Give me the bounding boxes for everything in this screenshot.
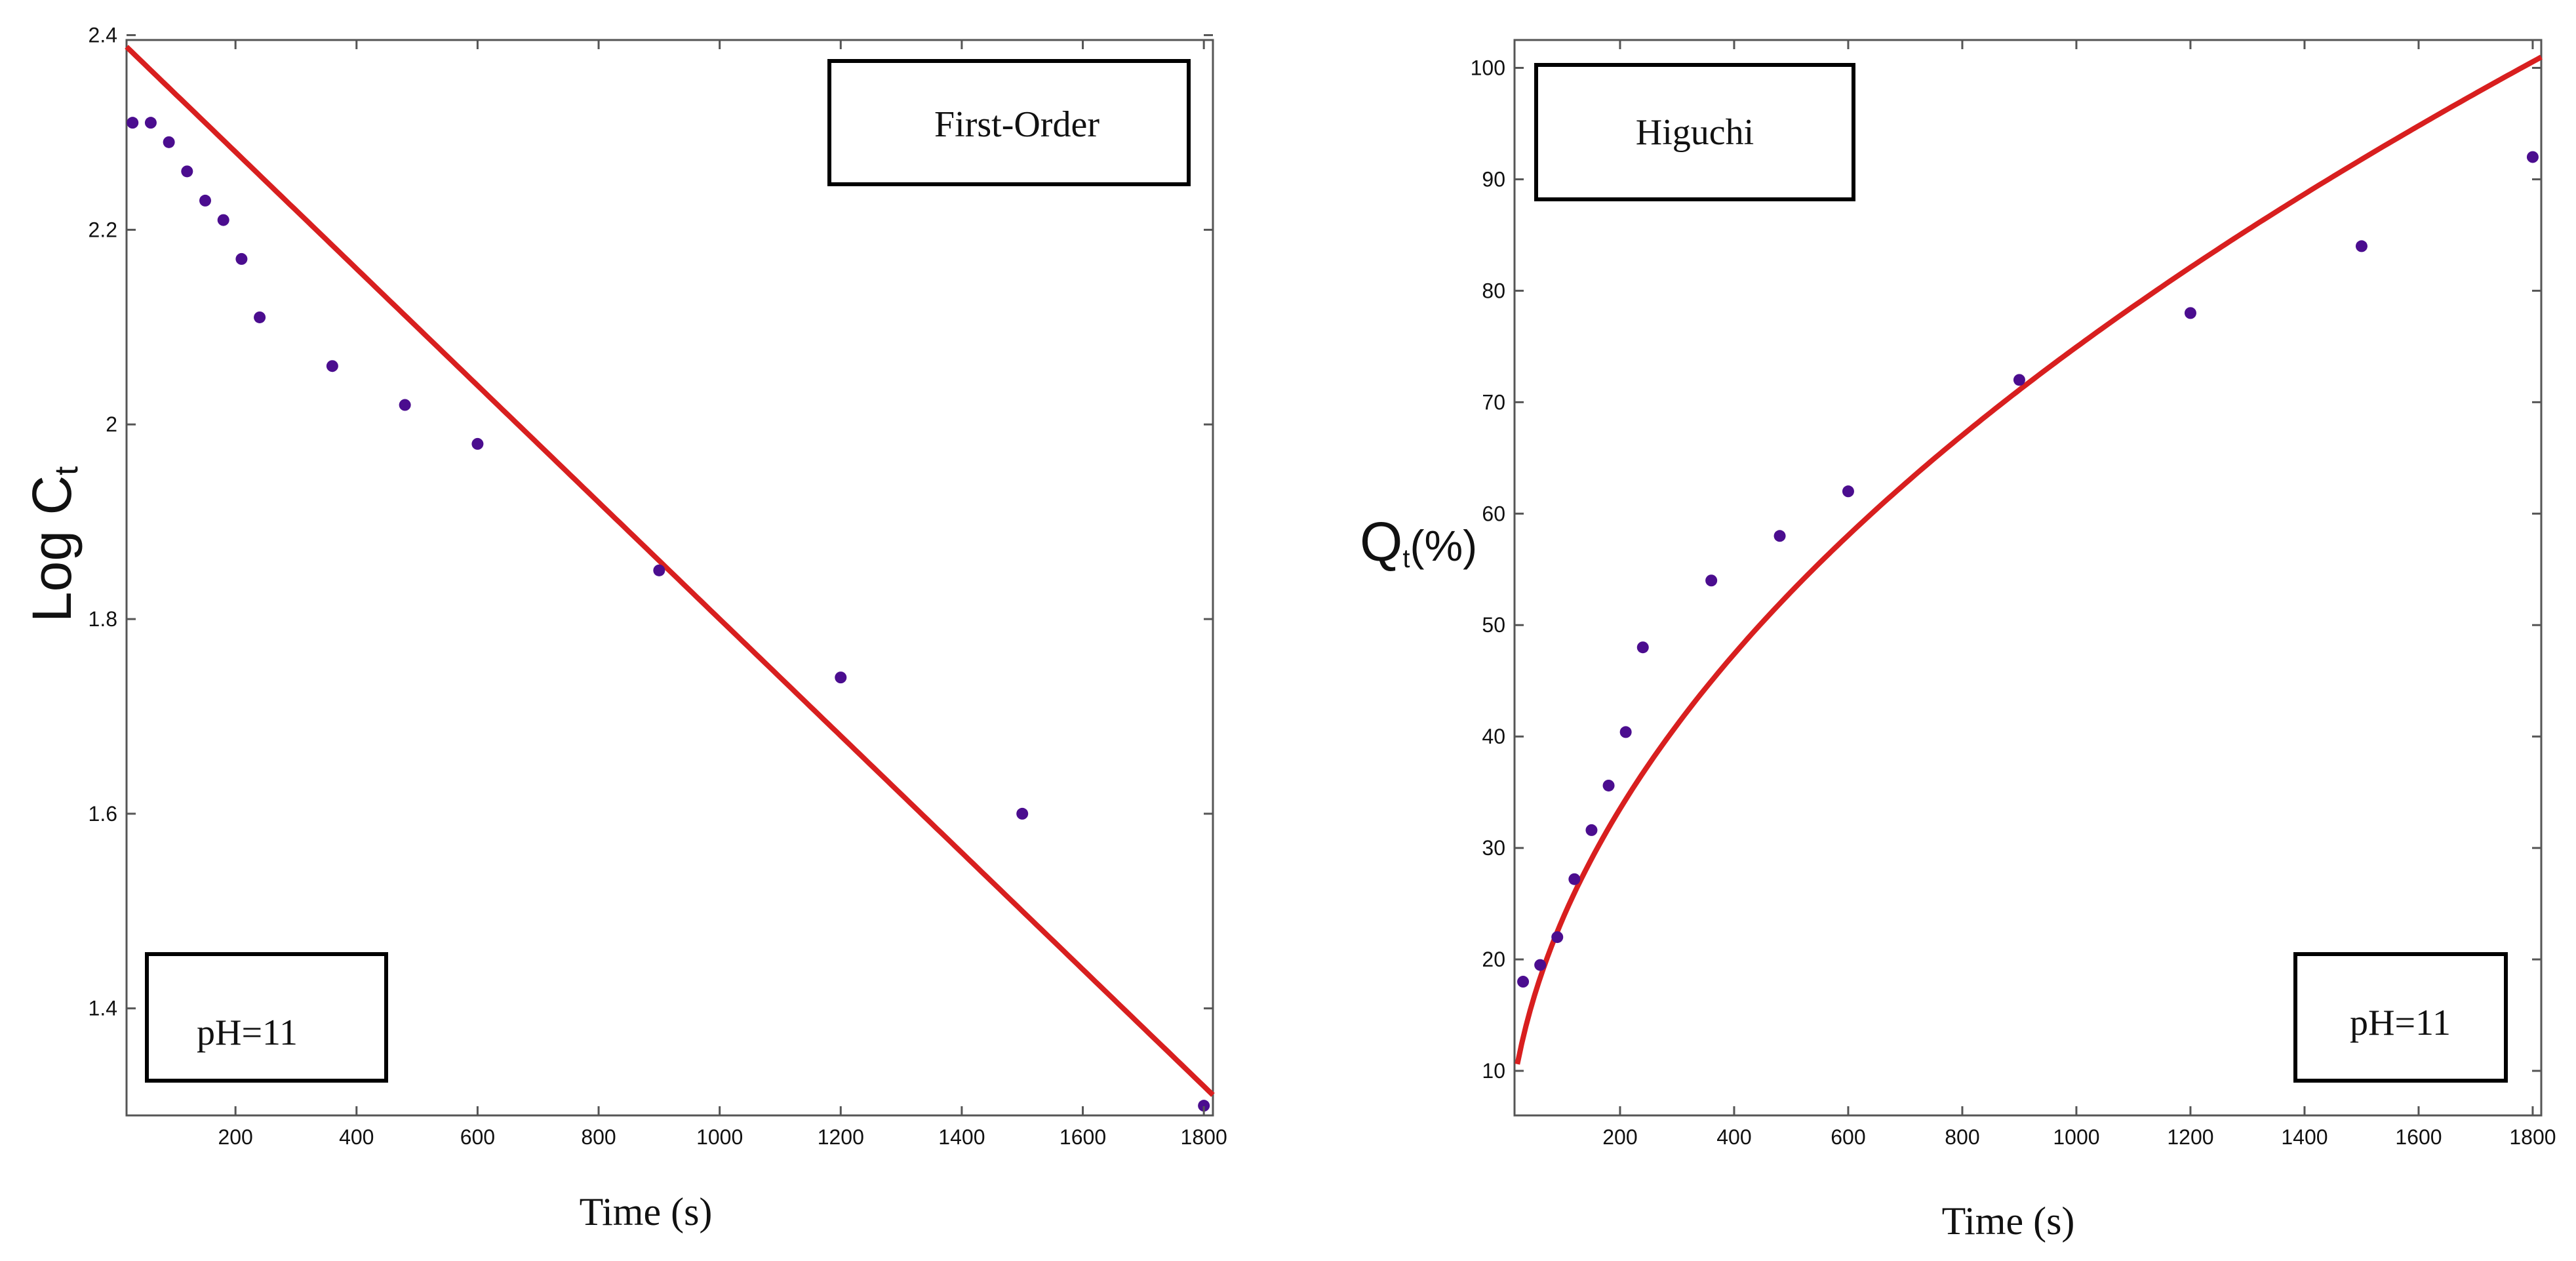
right-y-tick-label: 80 (1482, 279, 1505, 302)
left-model-label: First-Order (934, 104, 1100, 145)
left-y-axis-title: Log Ct (21, 466, 85, 622)
right-data-point (1517, 976, 1530, 988)
left-fit-curve (125, 45, 1215, 1097)
left-data-point (163, 136, 175, 148)
right-x-ticks: 200 400 600 800 1000 1200 1400 1600 1800 (1602, 40, 2556, 1149)
right-y-tick-label: 50 (1482, 613, 1505, 637)
right-x-tick-label: 200 (1602, 1125, 1637, 1149)
right-plot-frame (1513, 39, 2543, 1117)
left-x-tick-label: 1600 (1060, 1125, 1106, 1149)
right-data-point (1636, 641, 1649, 654)
right-y-tick-label: 60 (1482, 502, 1505, 525)
left-y-axis-title-subscript: t (48, 466, 85, 475)
left-data-point (181, 165, 193, 178)
right-data-point (1705, 574, 1718, 587)
right-condition-label: pH=11 (2350, 1003, 2451, 1043)
left-y-tick-label: 2.2 (89, 218, 117, 241)
left-y-tick-label: 2.4 (89, 24, 117, 47)
left-condition-box (145, 952, 388, 1083)
left-data-point (835, 671, 847, 684)
left-points-layer (127, 117, 1210, 1112)
right-y-tick-label: 40 (1482, 725, 1505, 748)
right-x-tick-label: 1400 (2281, 1125, 2328, 1149)
left-plot-frame (125, 39, 1214, 1117)
right-y-tick-label: 70 (1482, 390, 1505, 414)
right-y-tick-label: 20 (1482, 948, 1505, 971)
right-data-point (1534, 959, 1547, 971)
left-x-tick-label: 1200 (818, 1125, 864, 1149)
right-data-point (2013, 374, 2025, 386)
right-data-point (1773, 530, 1786, 542)
right-model-label: Higuchi (1636, 112, 1754, 153)
left-y-tick-label: 1.6 (89, 802, 117, 826)
right-x-axis-title: Time (s) (1942, 1199, 2075, 1243)
right-y-tick-label: 30 (1482, 836, 1505, 860)
left-data-point (235, 252, 248, 265)
right-y-axis-title: Qt(%) (1360, 511, 1477, 573)
right-data-point (1568, 873, 1581, 885)
left-data-point (471, 437, 484, 450)
left-y-axis-title-main: Log C (21, 475, 83, 622)
right-data-point (1551, 931, 1564, 944)
right-y-axis-title-unit: (%) (1410, 521, 1477, 570)
right-data-point (2526, 151, 2539, 163)
right-y-tick-label: 100 (1471, 56, 1505, 79)
left-data-point (217, 214, 229, 226)
left-data-point (199, 194, 212, 207)
left-condition-label: pH=11 (197, 1012, 298, 1053)
right-points-layer (1517, 151, 2539, 988)
left-data-point (399, 399, 411, 411)
right-model-label-box (1534, 63, 1855, 201)
right-data-point (1619, 726, 1632, 738)
right-x-tick-label: 1000 (2053, 1125, 2099, 1149)
left-x-tick-label: 200 (218, 1125, 252, 1149)
left-y-tick-label: 1.4 (89, 997, 117, 1020)
left-x-tick-label: 1400 (938, 1125, 985, 1149)
left-y-tick-label: 1.8 (89, 607, 117, 631)
left-x-tick-label: 400 (339, 1125, 374, 1149)
left-x-tick-label: 1800 (1181, 1125, 1227, 1149)
left-y-tick-label: 2 (106, 412, 117, 436)
right-data-point (1585, 824, 1598, 836)
right-fit-layer (1515, 54, 2543, 1065)
first-order-panel: 200 400 600 800 1000 1200 1400 1600 1800 1.41.61… (21, 24, 1227, 1233)
higuchi-panel: 200 400 600 800 1000 1200 1400 1600 1800 10 20 30 4… (1360, 39, 2556, 1243)
right-x-tick-label: 800 (1945, 1125, 1979, 1149)
right-y-axis-title-subscript: t (1402, 544, 1410, 573)
right-data-point (1842, 485, 1854, 498)
right-data-point (2184, 307, 2196, 319)
right-data-point (1602, 779, 1615, 791)
left-x-axis-title: Time (s) (580, 1190, 713, 1233)
left-model-label-box (827, 59, 1191, 186)
left-data-point (653, 564, 665, 576)
left-data-point (254, 311, 266, 323)
right-y-ticks: 10 20 30 40 50 60 70 80 90 100 (1471, 56, 2541, 1083)
right-x-tick-label: 1600 (2395, 1125, 2442, 1149)
left-data-point (127, 117, 139, 129)
left-fit-layer (125, 45, 1215, 1097)
right-condition-box (2293, 952, 2508, 1083)
left-data-point (144, 117, 157, 129)
right-data-point (2355, 240, 2368, 252)
left-data-point (1198, 1100, 1210, 1112)
left-data-point (1016, 807, 1029, 820)
left-x-tick-label: 800 (581, 1125, 616, 1149)
right-y-tick-label: 90 (1482, 167, 1505, 191)
right-fit-curve (1515, 54, 2543, 1065)
right-x-tick-label: 600 (1831, 1125, 1865, 1149)
right-y-axis-title-main: Q (1360, 511, 1402, 572)
right-x-tick-label: 400 (1716, 1125, 1751, 1149)
right-x-tick-label: 1800 (2509, 1125, 2556, 1149)
left-x-tick-label: 1000 (696, 1125, 743, 1149)
right-x-tick-label: 1200 (2167, 1125, 2213, 1149)
left-x-tick-label: 600 (460, 1125, 495, 1149)
left-data-point (326, 360, 338, 372)
right-y-tick-label: 10 (1482, 1059, 1505, 1083)
left-y-ticks: 1.4 1.6 1.8 2 2.2 2.4 (89, 24, 1213, 1020)
left-x-ticks: 200 400 600 800 1000 1200 1400 1600 1800 (218, 40, 1227, 1149)
